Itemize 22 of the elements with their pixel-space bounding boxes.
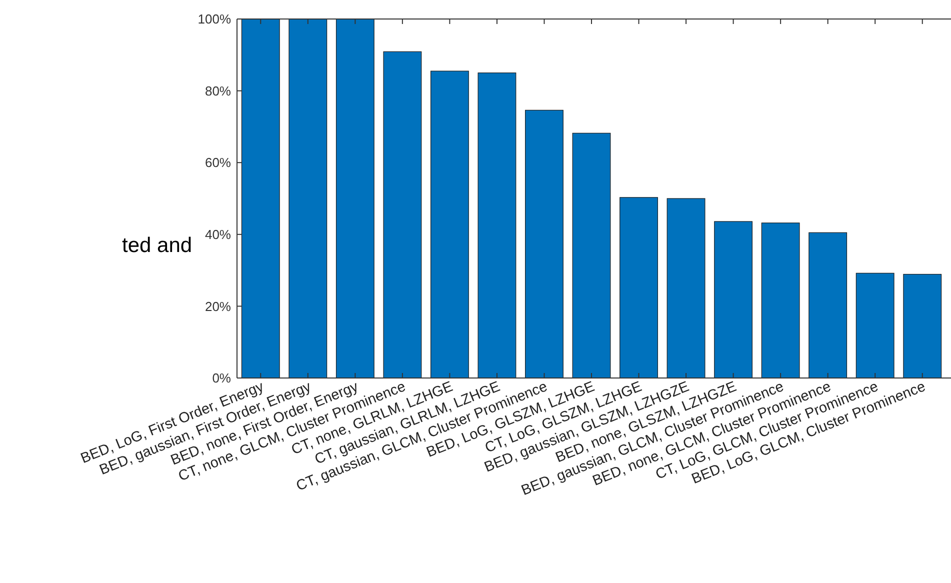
bar — [241, 18, 280, 378]
y-tick-label: 20% — [204, 298, 232, 314]
bar — [620, 197, 658, 378]
bar — [430, 70, 469, 378]
bar — [572, 132, 611, 378]
bar — [478, 72, 516, 378]
y-tick-label: 60% — [204, 155, 232, 170]
y-tick-label: 80% — [204, 83, 232, 98]
bar — [525, 110, 564, 378]
bar — [808, 232, 848, 378]
bar — [666, 198, 706, 378]
bar — [856, 272, 894, 378]
bar — [903, 274, 942, 378]
text: ted and — [122, 234, 192, 257]
bar — [714, 221, 753, 378]
bar — [383, 51, 422, 378]
y-tick-label: 100% — [198, 12, 232, 27]
bar — [288, 18, 328, 378]
y-tick-label: 40% — [204, 226, 232, 242]
bar — [761, 222, 800, 378]
bar — [336, 18, 374, 378]
y-tick-label: 0% — [212, 370, 232, 386]
